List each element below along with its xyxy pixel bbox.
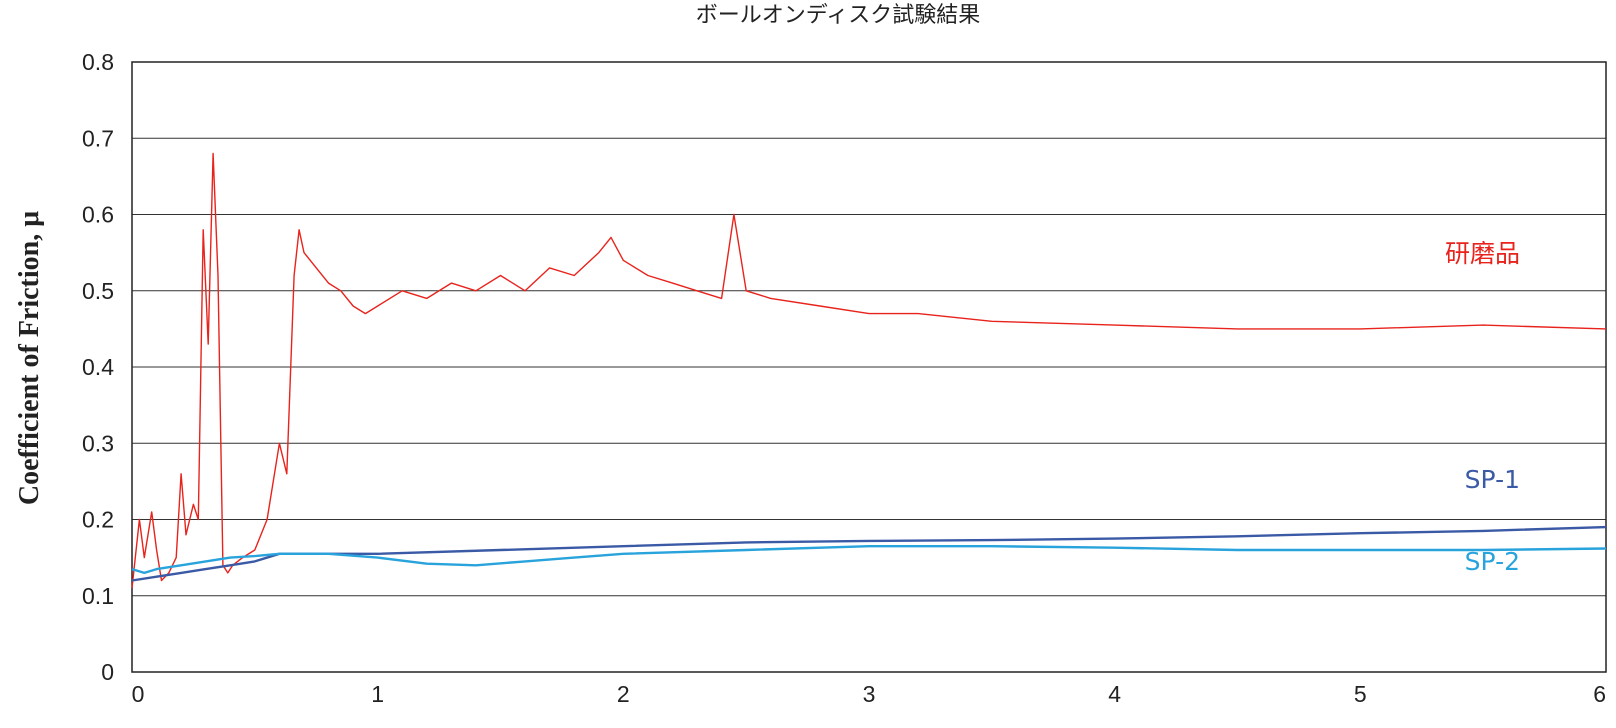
y-tick-labels: 0 0.1 0.2 0.3 0.4 0.5 0.6 0.7 0.8 (82, 49, 114, 685)
x-tick-labels: 0 1 2 3 4 5 6 (132, 681, 1606, 707)
series-line-2 (131, 525, 1607, 582)
x-tick-label: 0 (132, 681, 145, 707)
y-axis-label: Coefficient of Friction, μ (14, 211, 45, 505)
y-tick-label: 0.6 (82, 202, 114, 228)
y-tick-label: 0.8 (82, 49, 114, 75)
y-tick-label: 0.3 (82, 430, 114, 456)
y-tick-label: 0.1 (82, 583, 114, 609)
series-label-3: SP-2 (1465, 547, 1520, 576)
series-line-3 (131, 545, 1607, 575)
series-labels: 研磨品 SP-1 SP-2 (1445, 239, 1520, 576)
y-tick-label: 0.4 (82, 354, 114, 380)
series-line-1 (131, 152, 1607, 589)
x-tick-label: 6 (1593, 681, 1606, 707)
series-lines (131, 152, 1607, 589)
y-tick-label: 0.7 (82, 125, 114, 151)
x-tick-label: 4 (1108, 681, 1121, 707)
x-tick-label: 1 (371, 681, 384, 707)
gridlines (132, 137, 1606, 597)
y-tick-label: 0.2 (82, 507, 114, 533)
x-tick-label: 2 (617, 681, 630, 707)
y-tick-label: 0 (101, 659, 114, 685)
x-tick-label: 5 (1354, 681, 1367, 707)
y-tick-label: 0.5 (82, 278, 114, 304)
series-label-2: SP-1 (1465, 465, 1520, 494)
chart-title: ボールオンディスク試験結果 (696, 3, 980, 28)
x-tick-label: 3 (863, 681, 876, 707)
series-label-1: 研磨品 (1445, 239, 1520, 268)
plot-frame (131, 61, 1607, 673)
